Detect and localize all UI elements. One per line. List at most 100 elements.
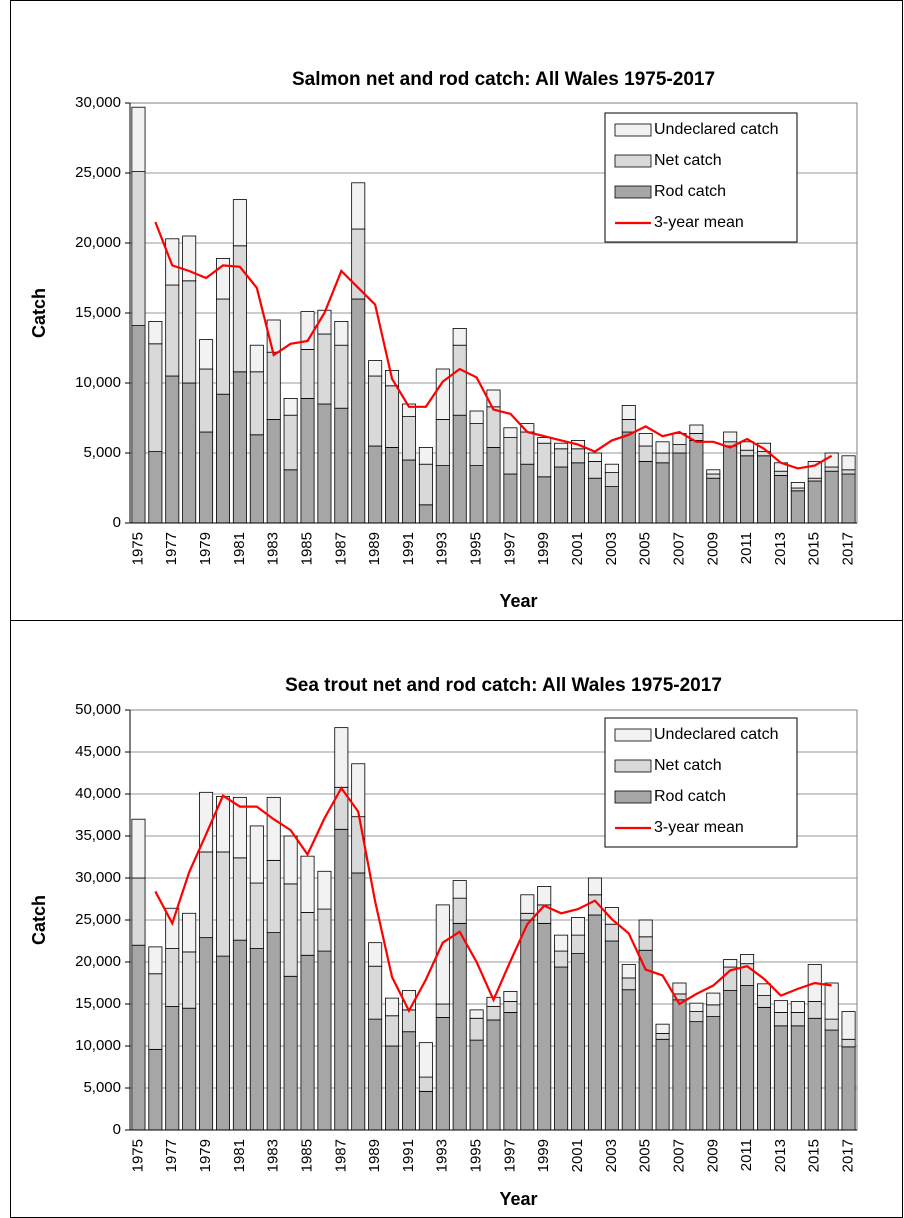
x-tick-label: 2009 [704,532,721,565]
bar-segment [469,1017,484,1041]
y-tick-label: 45,000 [75,743,121,760]
bar-segment [266,796,281,861]
legend-swatch [614,185,652,199]
bar-segment [841,469,856,475]
bar-segment [334,828,349,1131]
x-tick-label: 2013 [772,1139,789,1172]
bar-segment [165,238,180,286]
x-tick-label: 1989 [366,532,383,565]
bar-segment [351,872,366,1131]
bar-segment [401,416,416,461]
bar-segment [824,982,839,1020]
bar-segment [148,946,163,975]
bar-segment [655,1033,670,1040]
bar-segment [165,284,180,377]
y-tick-label: 50,000 [75,701,121,718]
bar-segment [520,431,535,465]
bar-segment [706,1004,721,1018]
bar-segment [638,949,653,1131]
legend-swatch [614,154,652,168]
bar-segment [215,955,230,1131]
bar-segment [418,504,433,524]
x-tick-label: 1979 [197,532,214,565]
bar-segment [672,452,687,524]
bar-segment [232,371,247,524]
legend-label: Undeclared catch [654,121,779,138]
y-tick-label: 5,000 [83,444,121,461]
bar-segment [165,375,180,524]
x-tick-label: 2015 [806,1139,823,1172]
x-tick-label: 1981 [231,1139,248,1172]
x-tick-label: 1991 [400,1139,417,1172]
bar-segment [486,389,501,408]
bar-segment [841,473,856,524]
bar-segment [773,1012,788,1027]
bar-segment [199,431,214,524]
y-tick-label: 15,000 [75,995,121,1012]
bar-segment [283,835,298,885]
bar-segment [148,343,163,452]
bar-segment [537,442,552,478]
bar-segment [131,325,146,524]
x-tick-label: 2009 [704,1139,721,1172]
bar-segment [520,919,535,1131]
bar-segment [351,763,366,818]
bar-segment [757,983,772,997]
bar-segment [266,351,281,420]
bar-segment [368,965,383,1020]
bar-segment [757,455,772,524]
bar-segment [655,452,670,464]
bar-segment [418,1090,433,1131]
bar-segment [435,904,450,1005]
x-tick-label: 1975 [129,1139,146,1172]
bar-segment [672,444,687,454]
bar-segment [824,466,839,472]
bar-segment [638,919,653,938]
bar-segment [435,1003,450,1018]
bar-segment [621,404,636,420]
bar-segment [249,434,264,524]
y-tick-label: 10,000 [75,374,121,391]
bar-segment [385,385,400,448]
bar-segment [503,1001,518,1013]
bar-segment [757,442,772,453]
bar-segment [604,907,619,925]
legend-label: Undeclared catch [654,726,779,743]
bar-segment [249,344,264,373]
bar-segment [773,1000,788,1013]
y-tick-label: 0 [113,1121,121,1138]
bar-segment [824,470,839,524]
bar-segment [587,877,602,896]
bar-segment [689,1011,704,1023]
bar-segment [486,1006,501,1021]
bar-segment [554,934,569,952]
bar-segment [368,445,383,524]
x-tick-label: 1987 [332,532,349,565]
y-tick-label: 30,000 [75,94,121,111]
bar-segment [503,437,518,475]
bar-segment [773,470,788,476]
bar-segment [283,883,298,977]
x-tick-label: 2007 [670,532,687,565]
bar-segment [571,953,586,1131]
mean-line [154,786,832,1014]
x-tick-label: 2003 [603,532,620,565]
x-tick-label: 1985 [298,532,315,565]
bar-segment [723,431,738,443]
y-tick-label: 25,000 [75,164,121,181]
bar-segment [351,816,366,874]
bar-segment [401,1009,416,1033]
bar-segment [503,1012,518,1131]
bar-segment [503,427,518,438]
x-tick-label: 1997 [501,532,518,565]
bar-segment [334,320,349,346]
x-tick-label: 1987 [332,1139,349,1172]
bar-segment [740,449,755,457]
bar-segment [706,473,721,479]
bar-segment [249,371,264,436]
x-tick-label: 1989 [366,1139,383,1172]
x-tick-label: 2001 [569,1139,586,1172]
x-tick-label: 1985 [298,1139,315,1172]
x-tick-label: 2011 [738,532,755,564]
bar-segment [604,472,619,488]
